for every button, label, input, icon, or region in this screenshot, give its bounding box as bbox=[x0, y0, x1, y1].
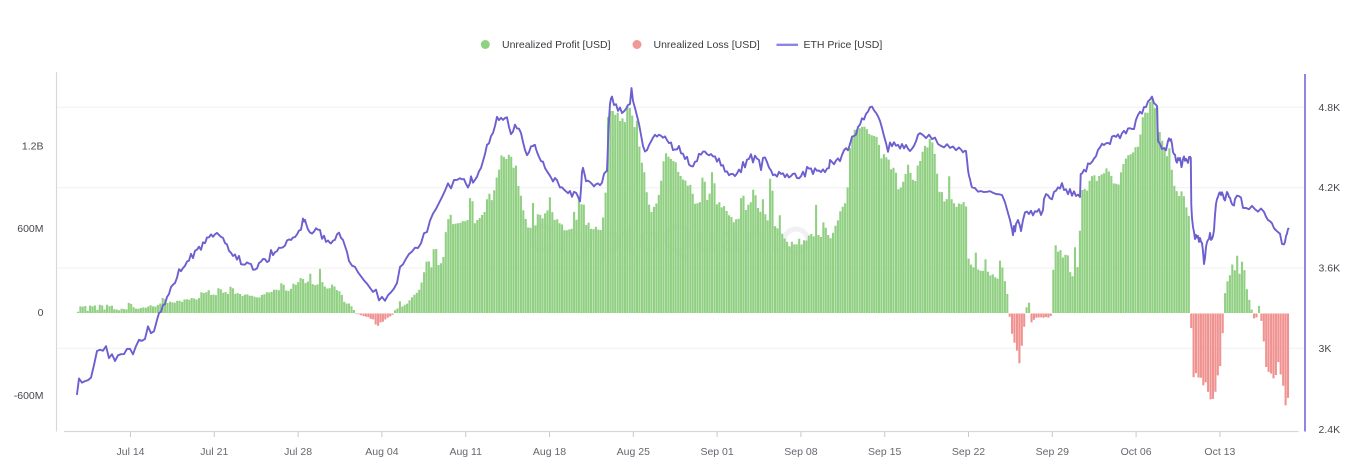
svg-text:Aug 11: Aug 11 bbox=[449, 446, 482, 458]
svg-text:Oct 06: Oct 06 bbox=[1121, 446, 1152, 458]
svg-text:Unrealized Loss [USD]: Unrealized Loss [USD] bbox=[654, 39, 760, 51]
svg-text:Aug 25: Aug 25 bbox=[617, 446, 650, 458]
svg-text:ETH Price [USD]: ETH Price [USD] bbox=[804, 39, 883, 51]
svg-text:-600M: -600M bbox=[14, 390, 44, 402]
svg-text:Jul 28: Jul 28 bbox=[284, 446, 312, 458]
svg-text:600M: 600M bbox=[17, 223, 43, 235]
svg-text:Sep 15: Sep 15 bbox=[868, 446, 901, 458]
svg-text:Sep 29: Sep 29 bbox=[1036, 446, 1069, 458]
svg-text:Jul 14: Jul 14 bbox=[116, 446, 144, 458]
svg-text:2.4K: 2.4K bbox=[1319, 424, 1341, 436]
svg-text:Sep 01: Sep 01 bbox=[700, 446, 733, 458]
svg-text:4.8K: 4.8K bbox=[1319, 102, 1341, 114]
svg-text:3.6K: 3.6K bbox=[1319, 263, 1341, 275]
svg-text:Unrealized Profit [USD]: Unrealized Profit [USD] bbox=[502, 39, 611, 51]
svg-text:Aug 04: Aug 04 bbox=[365, 446, 398, 458]
svg-text:Jul 21: Jul 21 bbox=[200, 446, 228, 458]
svg-text:3K: 3K bbox=[1319, 343, 1332, 355]
svg-text:Sep 08: Sep 08 bbox=[784, 446, 817, 458]
svg-text:0: 0 bbox=[38, 307, 44, 319]
svg-text:Sep 22: Sep 22 bbox=[952, 446, 985, 458]
svg-text:4.2K: 4.2K bbox=[1319, 182, 1341, 194]
svg-text:Oct 13: Oct 13 bbox=[1204, 446, 1235, 458]
svg-text:1.2B: 1.2B bbox=[22, 141, 44, 153]
svg-text:Aug 18: Aug 18 bbox=[533, 446, 566, 458]
